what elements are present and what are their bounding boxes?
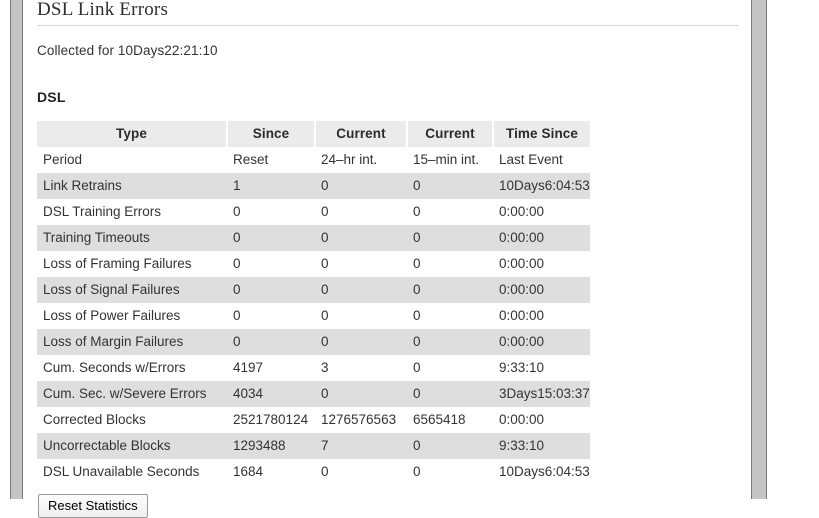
page-title: DSL Link Errors: [37, 0, 169, 20]
row-value: 0: [407, 251, 493, 277]
row-value: 3: [315, 355, 407, 381]
column-header-type: Type: [37, 121, 228, 147]
row-value: Reset: [227, 147, 315, 173]
row-value: 0: [407, 329, 493, 355]
row-value: 0:00:00: [493, 277, 590, 303]
table-row: Loss of Margin Failures 0 0 0 0:00:00: [37, 329, 590, 355]
row-value: 6565418: [407, 407, 493, 433]
row-value: 0: [407, 199, 493, 225]
table-row: Loss of Signal Failures 0 0 0 0:00:00: [37, 277, 590, 303]
row-value: 9:33:10: [493, 433, 590, 459]
page-content: DSL Link Errors Collected for 10Days22:2…: [24, 0, 751, 518]
row-value: 0:00:00: [493, 225, 590, 251]
table-row: Uncorrectable Blocks 1293488 7 0 9:33:10: [37, 433, 590, 459]
row-value: 0: [227, 303, 315, 329]
table-row: Cum. Sec. w/Severe Errors 4034 0 0 3Days15:0…: [37, 381, 590, 407]
row-value: 0:00:00: [493, 407, 590, 433]
table-row: Cum. Seconds w/Errors 4197 3 0 9:33:10: [37, 355, 590, 381]
row-value: 4034: [227, 381, 315, 407]
row-value: 0: [227, 251, 315, 277]
row-value: 0: [315, 277, 407, 303]
row-label: Cum. Seconds w/Errors: [37, 355, 227, 381]
row-value: 15–min int.: [407, 147, 493, 173]
page-gutter-left: [10, 0, 23, 499]
dsl-link-errors-table: Type Since Current Current Time Since Pe…: [37, 121, 590, 485]
table-header: Type Since Current Current Time Since: [37, 121, 590, 147]
row-value: 4197: [227, 355, 315, 381]
table-row: Corrected Blocks 2521780124 1276576563 6565…: [37, 407, 590, 433]
row-value: 24–hr int.: [315, 147, 407, 173]
row-value: 0: [407, 381, 493, 407]
row-value: 1684: [227, 459, 315, 485]
row-value: 10Days6:04:53: [493, 459, 590, 485]
row-value: 0: [407, 277, 493, 303]
table-row: DSL Training Errors 0 0 0 0:00:00: [37, 199, 590, 225]
row-value: 0: [315, 251, 407, 277]
row-label: Loss of Margin Failures: [37, 329, 227, 355]
table-body: Period Reset 24–hr int. 15–min int. Last Eve…: [37, 147, 590, 485]
column-header-time-since: Time Since: [493, 121, 590, 147]
row-value: 0:00:00: [493, 329, 590, 355]
row-value: 0:00:00: [493, 199, 590, 225]
row-label: Period: [37, 147, 227, 173]
table-row: Link Retrains 1 0 0 10Days6:04:53: [37, 173, 590, 199]
row-value: 0: [407, 173, 493, 199]
row-value: 0: [227, 277, 315, 303]
row-value: 1276576563: [315, 407, 407, 433]
row-value: 1: [227, 173, 315, 199]
row-value: 0: [315, 199, 407, 225]
row-label: Cum. Sec. w/Severe Errors: [37, 381, 227, 407]
row-label: Corrected Blocks: [37, 407, 227, 433]
row-value: 0:00:00: [493, 251, 590, 277]
row-value: 0: [407, 459, 493, 485]
table-row: DSL Unavailable Seconds 1684 0 0 10Days6:04:…: [37, 459, 590, 485]
row-label: Loss of Framing Failures: [37, 251, 227, 277]
row-value: 0: [315, 303, 407, 329]
row-value: 0: [407, 225, 493, 251]
row-value: 7: [315, 433, 407, 459]
collected-for-label: Collected for 10Days22:21:10: [37, 43, 218, 58]
row-value: 1293488: [227, 433, 315, 459]
title-divider: [37, 25, 739, 26]
row-label: Loss of Signal Failures: [37, 277, 227, 303]
row-label: DSL Unavailable Seconds: [37, 459, 227, 485]
row-label: Loss of Power Failures: [37, 303, 227, 329]
row-value: 10Days6:04:53: [493, 173, 590, 199]
table-row: Loss of Power Failures 0 0 0 0:00:00: [37, 303, 590, 329]
column-header-current-15: Current: [407, 121, 494, 147]
column-header-current-24: Current: [315, 121, 408, 147]
row-label: DSL Training Errors: [37, 199, 227, 225]
table-row: Period Reset 24–hr int. 15–min int. Last Eve…: [37, 147, 590, 173]
row-value: 0:00:00: [493, 303, 590, 329]
reset-statistics-button[interactable]: Reset Statistics: [38, 494, 148, 518]
row-value: 0: [227, 199, 315, 225]
row-value: 0: [315, 381, 407, 407]
row-label: Link Retrains: [37, 173, 227, 199]
row-value: 0: [227, 329, 315, 355]
row-value: Last Event: [493, 147, 590, 173]
row-value: 0: [315, 173, 407, 199]
row-value: 0: [315, 459, 407, 485]
section-heading-dsl: DSL: [37, 89, 66, 105]
row-value: 0: [227, 225, 315, 251]
page-gutter-right: [751, 0, 767, 499]
row-label: Uncorrectable Blocks: [37, 433, 227, 459]
row-value: 0: [407, 303, 493, 329]
row-value: 9:33:10: [493, 355, 590, 381]
page-container: DSL Link Errors Collected for 10Days22:2…: [24, 0, 751, 518]
table-header-row: Type Since Current Current Time Since: [37, 121, 590, 147]
browser-viewport: DSL Link Errors Collected for 10Days22:2…: [10, 0, 767, 518]
row-value: 0: [407, 433, 493, 459]
row-value: 0: [315, 329, 407, 355]
row-value: 3Days15:03:37: [493, 381, 590, 407]
table-row: Loss of Framing Failures 0 0 0 0:00:00: [37, 251, 590, 277]
row-value: 2521780124: [227, 407, 315, 433]
table-row: Training Timeouts 0 0 0 0:00:00: [37, 225, 590, 251]
row-value: 0: [407, 355, 493, 381]
column-header-since: Since: [227, 121, 316, 147]
row-value: 0: [315, 225, 407, 251]
row-label: Training Timeouts: [37, 225, 227, 251]
